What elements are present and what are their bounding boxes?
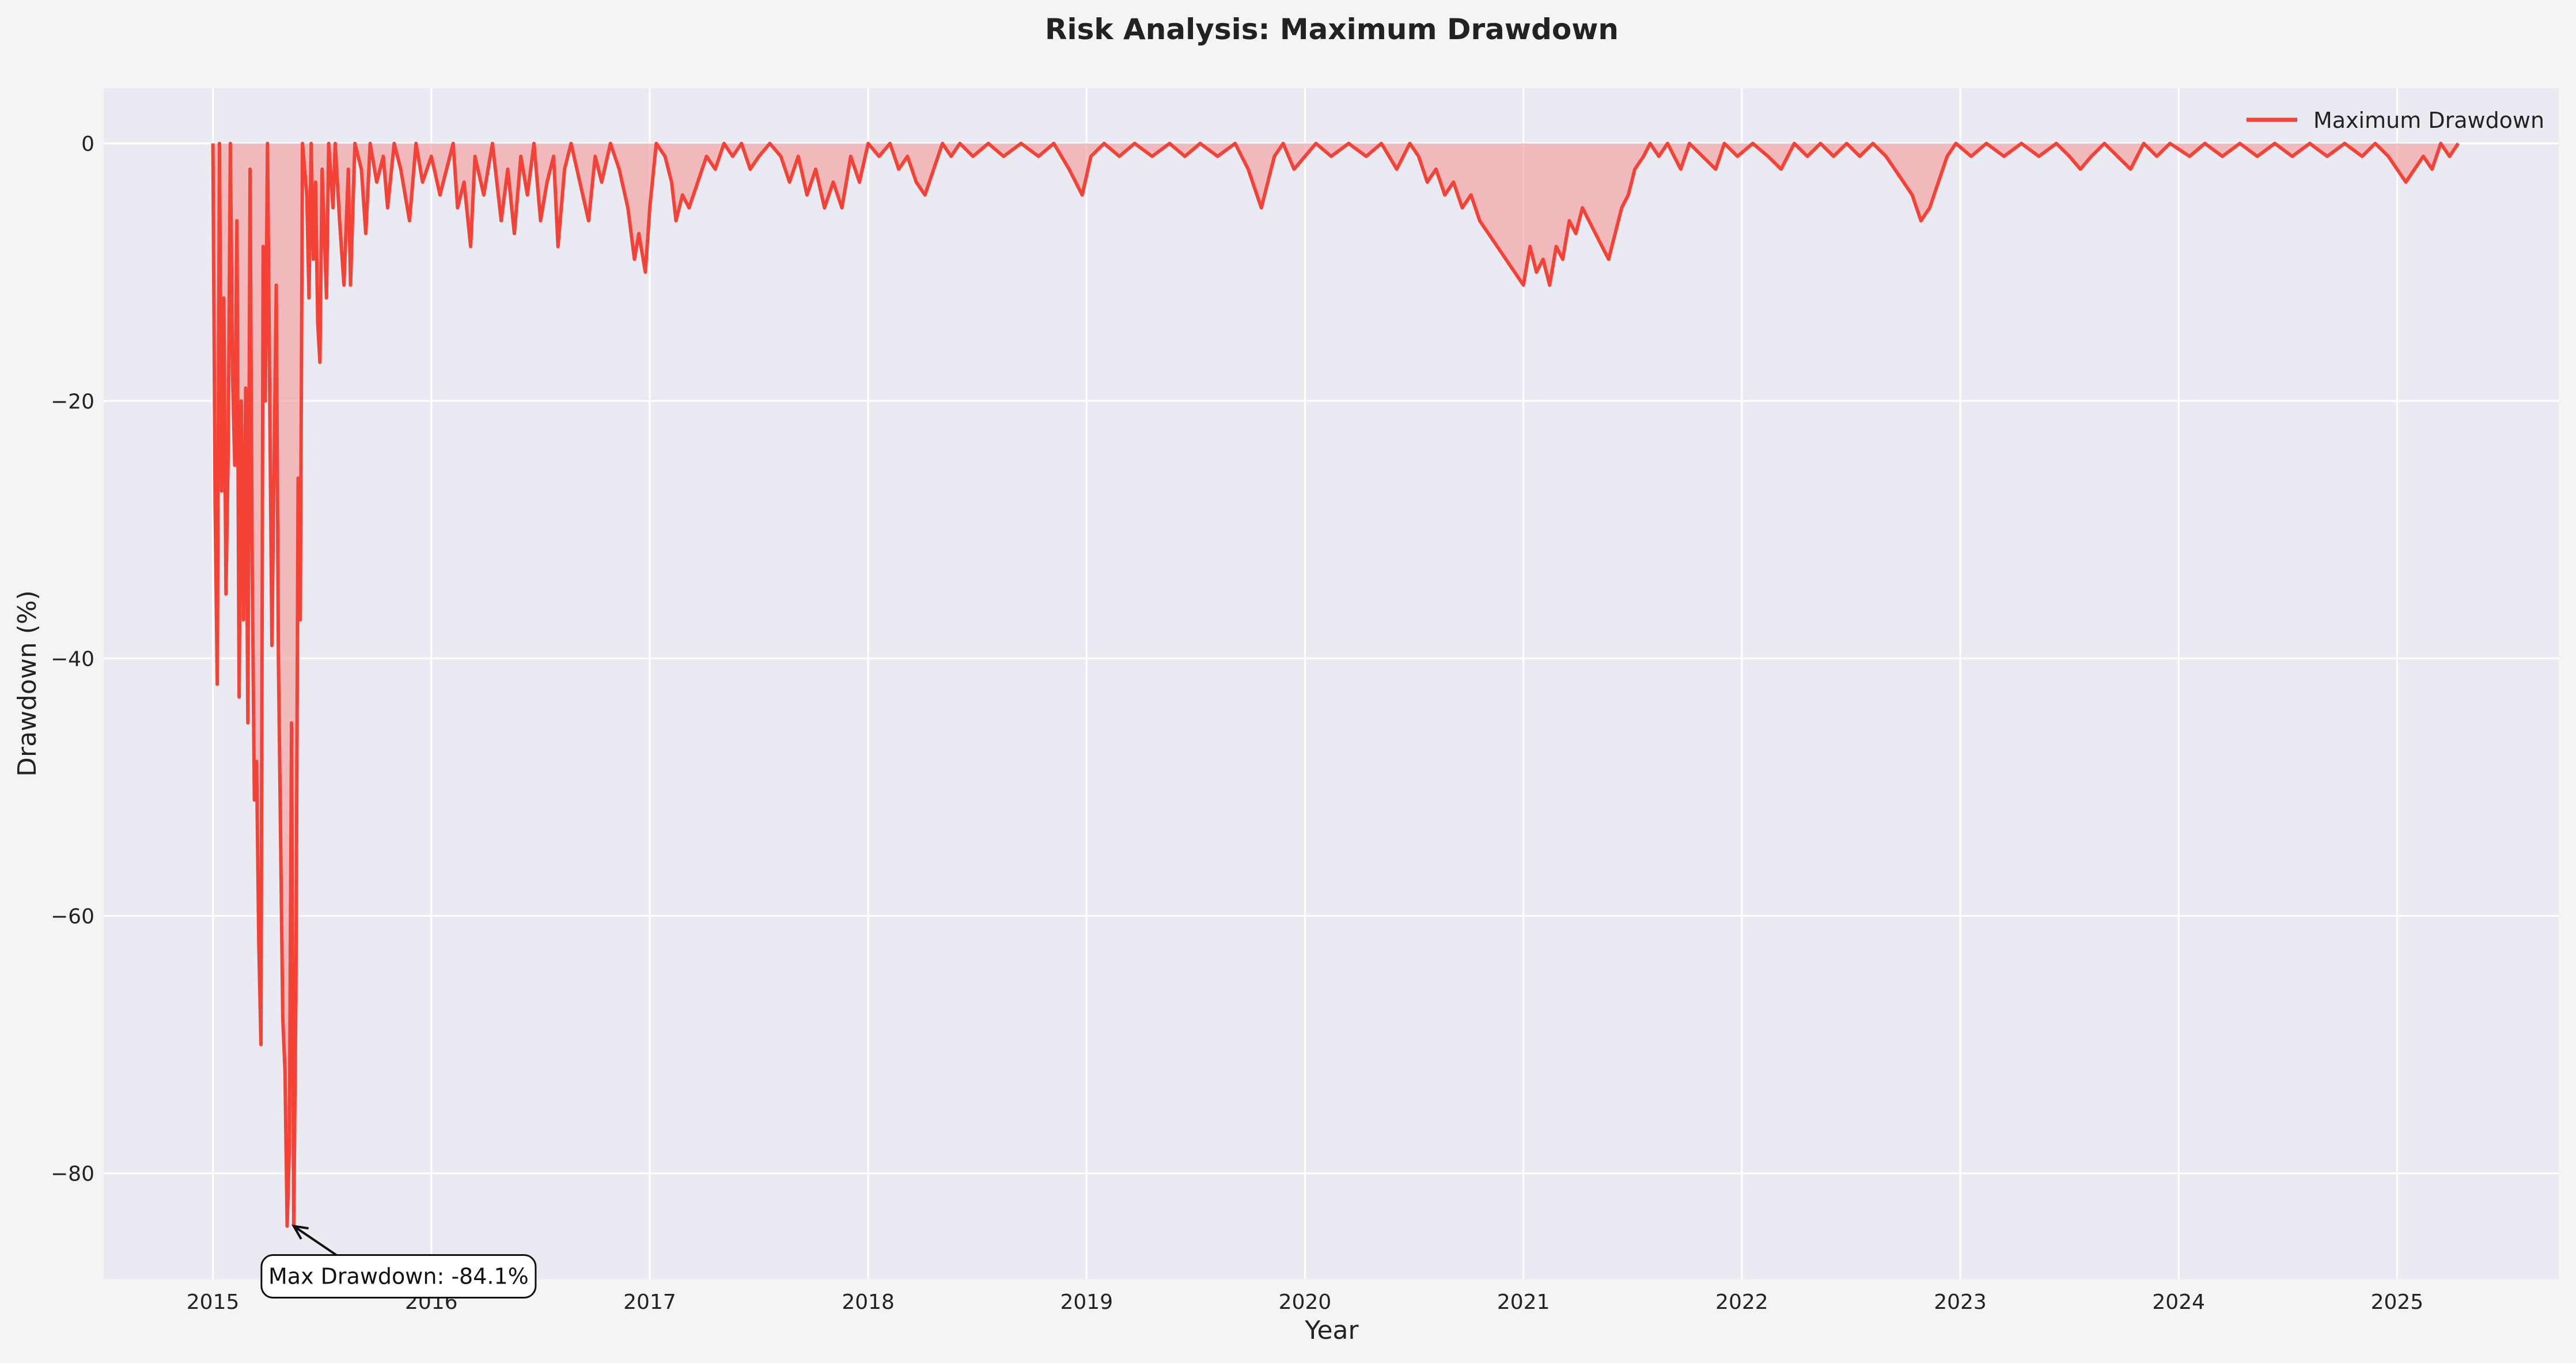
x-tick-label: 2018 [842,1290,895,1314]
y-tick-label: −80 [51,1163,94,1186]
annotation-arrowhead [291,1224,309,1240]
x-tick-label: 2019 [1060,1290,1113,1314]
max-drawdown-annotation: Max Drawdown: -84.1% [260,1224,537,1299]
y-tick-label: −20 [51,390,94,413]
x-axis-label: Year [1304,1316,1359,1345]
chart-title: Risk Analysis: Maximum Drawdown [1045,13,1619,46]
x-tick-label: 2021 [1497,1290,1550,1314]
y-tick-label: −40 [51,647,94,671]
x-tick-label: 2024 [2152,1290,2205,1314]
x-tick-label: 2020 [1279,1290,1332,1314]
x-tick-label: 2025 [2371,1290,2424,1314]
y-tick-label: −60 [51,905,94,929]
x-tick-label: 2017 [623,1290,676,1314]
x-tick-labels: 2015 2016 2017 2018 2019 2020 2021 2022 2023 2024… [187,1290,2423,1314]
y-axis-label: Drawdown (%) [13,590,42,777]
annotation-arrow [293,1225,338,1256]
drawdown-line [211,142,2460,1228]
y-tick-label: 0 [81,132,94,156]
plot-area [104,88,2559,1279]
x-tick-label: 2022 [1715,1290,1768,1314]
legend: Maximum Drawdown [2247,108,2544,133]
annotation-text: Max Drawdown: -84.1% [268,1264,529,1289]
annotation-box [260,1254,537,1299]
legend-entry: Maximum Drawdown [2313,108,2544,133]
y-tick-labels: 0 −20 −40 −60 −80 [51,132,94,1186]
x-tick-label: 2023 [1934,1290,1987,1314]
x-tick-label: 2015 [187,1290,240,1314]
